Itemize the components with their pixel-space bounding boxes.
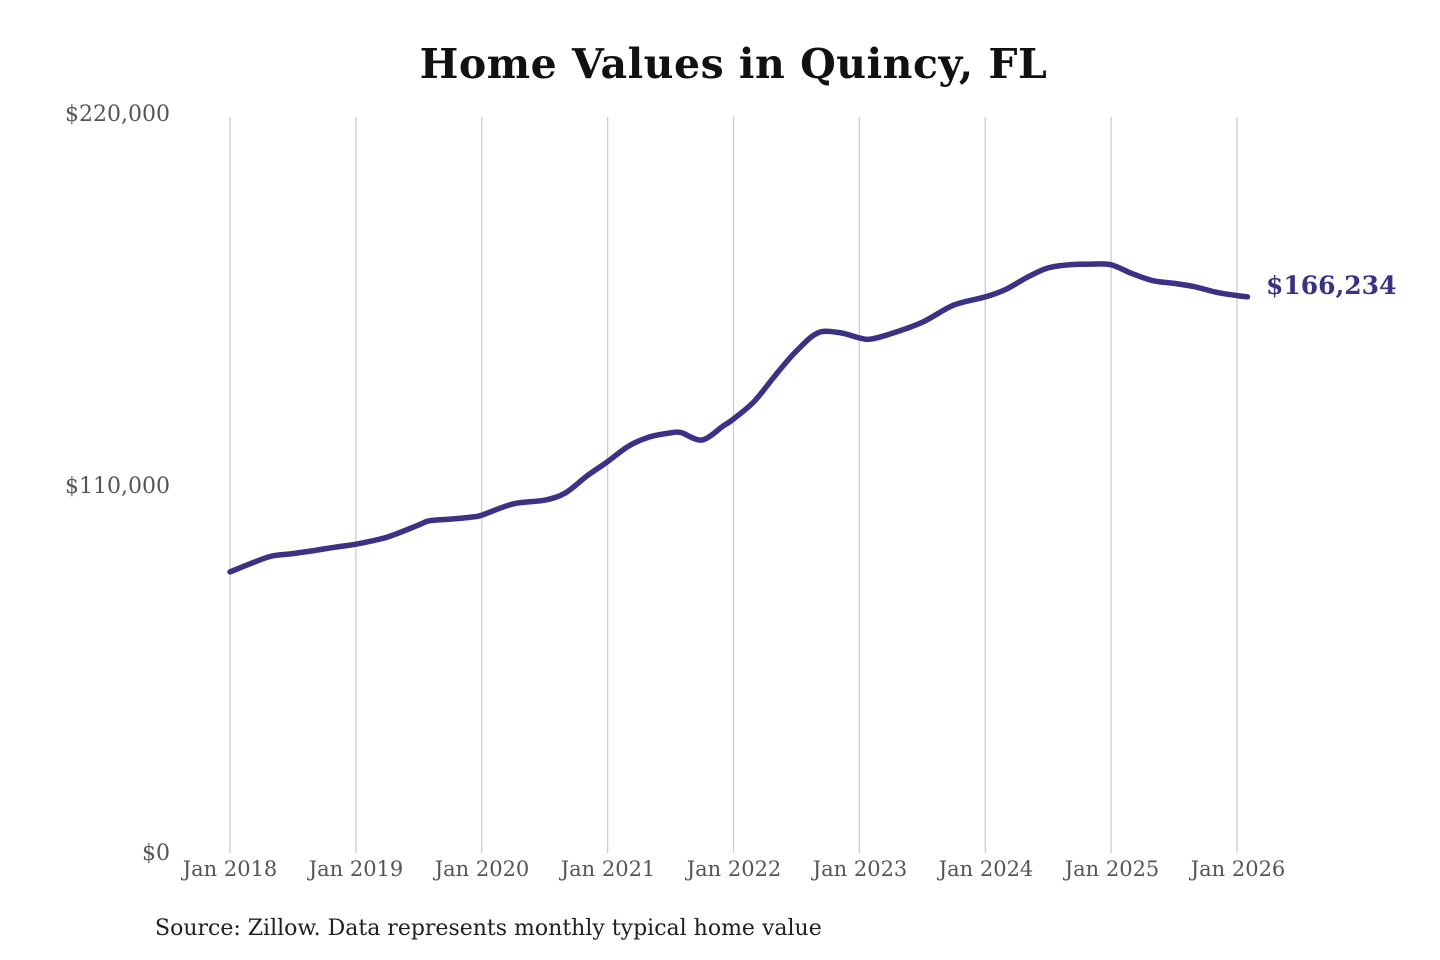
latest-value-label: $166,234 [1266,271,1397,300]
x-axis-tick-row: Jan 2018 Jan 2019 Jan 2020 Jan 2021 Jan … [167,857,1300,881]
x-tick-label: Jan 2025 [1064,857,1160,881]
x-tick-label: Jan 2023 [812,857,908,881]
home-value-line [227,261,1251,575]
source-note: Source: Zillow. Data represents monthly … [155,916,822,941]
x-tick-label: Jan 2018 [182,857,278,881]
gridlines [229,117,1238,853]
x-tick-label: Jan 2022 [686,857,782,881]
chart-title: Home Values in Quincy, FL [419,40,1048,88]
y-tick-label-0: $0 [142,841,170,866]
x-tick-label: Jan 2024 [938,857,1034,881]
x-tick-label: Jan 2026 [1190,857,1286,881]
x-tick-label: Jan 2021 [560,857,656,881]
x-tick-label: Jan 2020 [434,857,530,881]
x-tick-label: Jan 2019 [308,857,404,881]
y-tick-label-220000: $220,000 [65,102,170,127]
y-tick-label-110000: $110,000 [65,474,170,499]
